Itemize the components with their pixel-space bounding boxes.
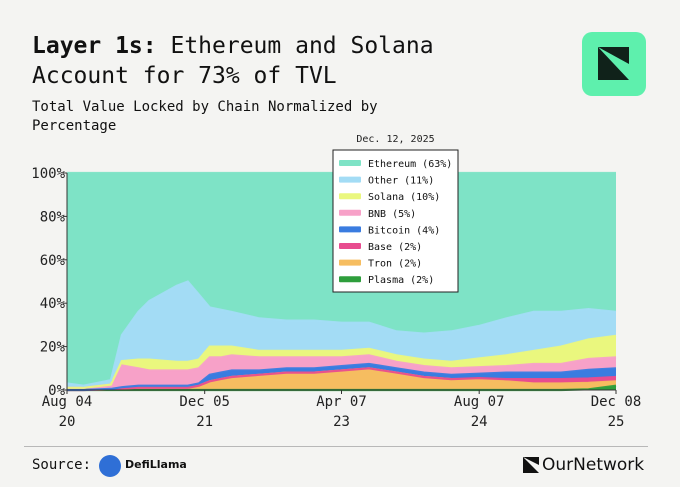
line-bitcoin xyxy=(67,362,617,392)
source-label: Source: xyxy=(32,457,92,473)
chart-title: Layer 1s: Ethereum and Solana Account for… xyxy=(32,31,434,91)
legend-label: Tron (2%) xyxy=(368,259,422,270)
brand-name: OurNetwork xyxy=(542,455,645,475)
legend-label: Solana (10%) xyxy=(368,192,440,203)
stacked-area-chart: 0% 20% 40% 60% 80% 100% Aug 04 20 Dec 05 21 Apr 07… xyxy=(31,134,642,430)
legend-label: Ethereum (63%) xyxy=(368,159,452,170)
legend-box xyxy=(332,149,459,293)
line-solana xyxy=(67,334,617,389)
x-tick-label: Dec 08 xyxy=(591,394,642,410)
legend-swatch xyxy=(339,193,361,200)
legend-swatch xyxy=(339,243,361,249)
line-other xyxy=(66,280,617,387)
legend-swatch xyxy=(339,226,361,233)
defillama-icon xyxy=(99,455,121,477)
y-tick-label: 80% xyxy=(40,209,66,225)
x-tick-label-year: 20 xyxy=(59,414,76,430)
y-tick-label: 60% xyxy=(40,253,66,269)
legend-swatch xyxy=(339,209,361,216)
legend-swatch xyxy=(339,259,361,266)
x-tick-label: Apr 07 xyxy=(316,394,367,410)
y-tick-label: 40% xyxy=(40,296,66,312)
x-tick-label-year: 23 xyxy=(333,414,350,430)
x-tick-label: Aug 07 xyxy=(454,394,505,410)
x-tick-label: Dec 05 xyxy=(179,394,230,410)
legend-swatch xyxy=(339,160,361,166)
line-bnb xyxy=(67,354,617,389)
source-name: DefiLlama xyxy=(125,458,187,471)
x-tick-label-year: 25 xyxy=(608,414,625,430)
ournetwork-logo-icon xyxy=(598,47,629,80)
chart-subtitle: Total Value Locked by Chain Normalized b… xyxy=(32,99,378,134)
line-base xyxy=(67,367,617,392)
footer-divider xyxy=(24,446,648,447)
title-bold: Layer 1s: xyxy=(32,33,157,59)
title-rest: Ethereum and Solana xyxy=(156,33,434,59)
ournetwork-mark-icon xyxy=(523,457,539,473)
legend-swatch xyxy=(339,176,361,183)
y-tick-label: 0% xyxy=(48,383,65,399)
x-tick-label-year: 24 xyxy=(471,414,488,430)
legend-label: Base (2%) xyxy=(368,242,422,253)
legend-swatch xyxy=(339,276,361,283)
ournetwork-logo xyxy=(582,32,646,96)
legend-label: Other (11%) xyxy=(368,176,434,187)
area-other xyxy=(67,281,616,388)
title-line-2: Account for 73% of TVL xyxy=(32,63,337,89)
y-tick-label: 20% xyxy=(40,340,66,356)
legend-label: Plasma (2%) xyxy=(368,275,434,286)
x-tick-label-year: 21 xyxy=(196,414,213,430)
y-tick-label: 100% xyxy=(31,166,65,182)
legend-title: Dec. 12, 2025 xyxy=(356,134,434,145)
x-tick-label: Aug 04 xyxy=(42,394,93,410)
legend-label: Bitcoin (4%) xyxy=(368,225,440,236)
legend-label: BNB (5%) xyxy=(368,209,416,220)
